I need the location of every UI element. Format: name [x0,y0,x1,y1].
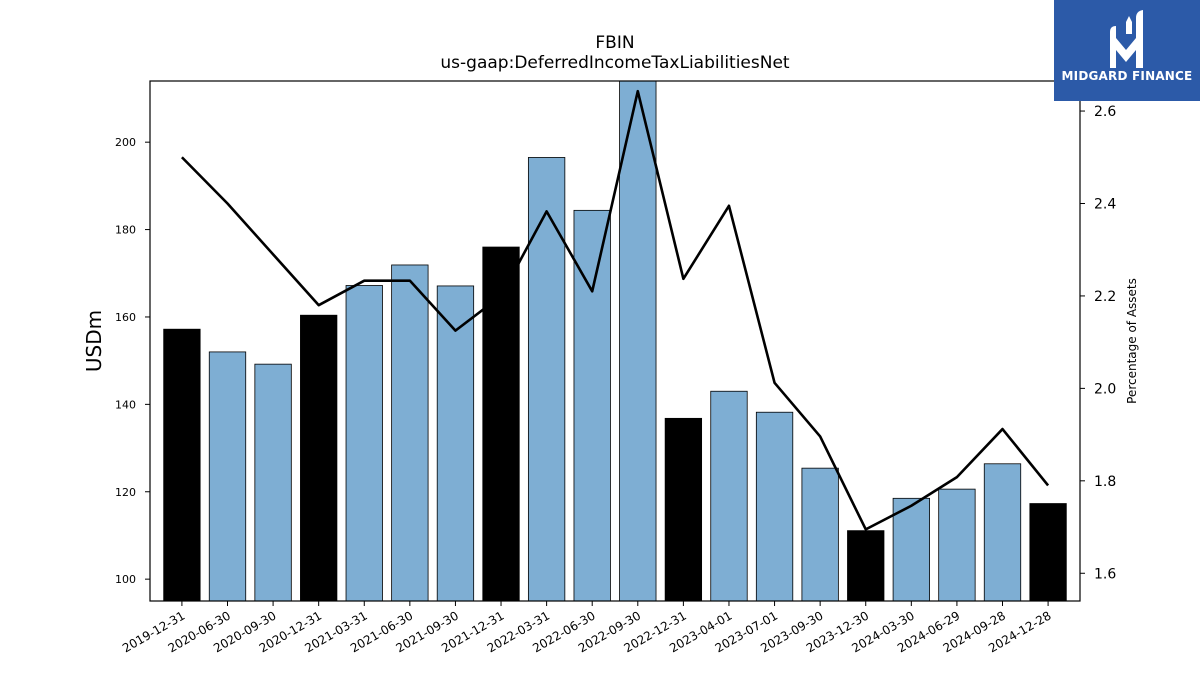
bar [710,390,748,602]
bar [1029,503,1067,602]
bar [300,314,338,602]
bar [892,497,930,602]
y-tick-label: 200 [115,136,136,149]
y-tick-label: 140 [115,398,136,411]
y2-tick-label: 2.2 [1094,289,1116,305]
bar [573,209,611,602]
bar [208,351,247,602]
y2-tick-label: 2.4 [1094,196,1116,212]
bar [619,80,657,602]
y2-tick-label: 2.0 [1094,381,1116,397]
plot-frame [149,80,1081,602]
y-tick-label: 180 [115,224,136,237]
bar [664,417,703,602]
bar [254,363,292,602]
y-tick-label: 100 [115,573,136,586]
bar [527,157,566,602]
line-group [180,89,1050,531]
y-tick-label: 120 [115,486,136,499]
bar [847,530,885,602]
brand-logo: MIDGARD FINANCE [1054,0,1200,101]
right-axis: 1.6 1.8 2.0 2.2 2.4 2.6 [1080,104,1116,582]
bar [755,411,794,602]
series-line [180,89,1050,531]
logo-mark-icon [1110,10,1143,68]
bar [436,285,475,602]
y-axis-label: USDm [82,310,106,372]
logo-text: MIDGARD FINANCE [1061,69,1193,83]
chart-title: FBIN [595,33,635,53]
left-axis: 100 120 140 160 180 200 [115,136,150,586]
bar [938,488,976,602]
bar [801,467,839,602]
y2-tick-label: 1.8 [1094,474,1116,490]
y2-tick-label: 2.6 [1094,104,1116,120]
y2-tick-label: 1.6 [1094,566,1116,582]
y2-axis-label: Percentage of Assets [1125,278,1139,404]
bar [163,328,201,602]
bar [482,246,520,602]
bar [345,285,383,602]
y-tick-label: 160 [115,311,136,324]
x-axis: 2019-12-312020-06-302020-09-302020-12-31… [120,601,1054,655]
bar [391,264,429,602]
bar [983,463,1022,602]
chart-subtitle: us-gaap:DeferredIncomeTaxLiabilitiesNet [440,53,790,73]
bars-group [163,80,1067,602]
